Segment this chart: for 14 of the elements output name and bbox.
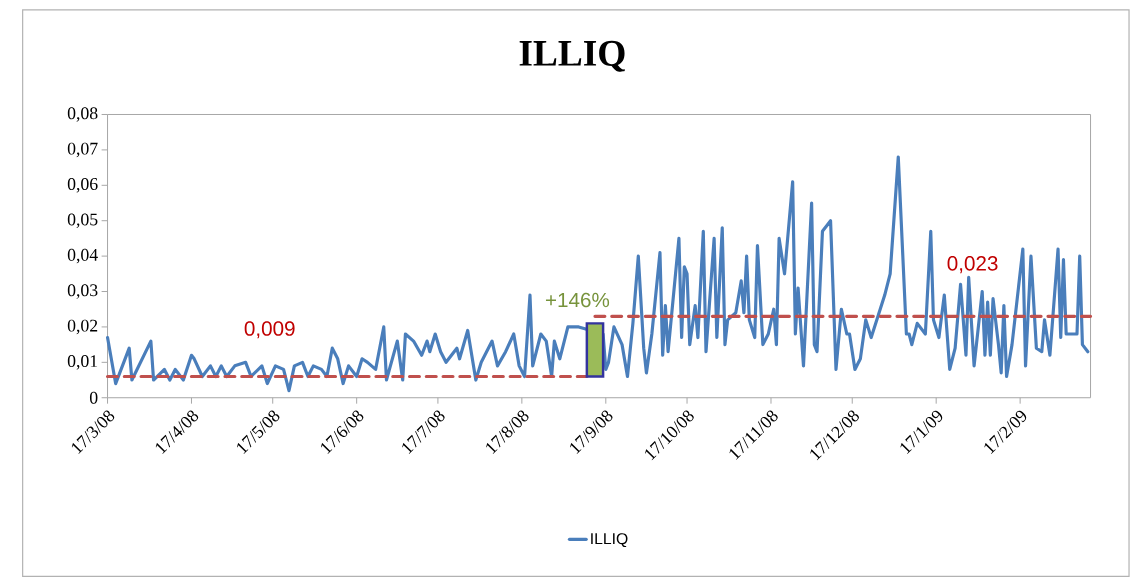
y-tick-label: 0,06 [67, 177, 98, 193]
annotation: +146% [545, 292, 610, 308]
y-tick-label: 0,08 [67, 107, 98, 122]
chart-title: ILLIQ [519, 40, 625, 72]
y-tick-label: 0,07 [67, 142, 98, 157]
legend-label: ILLIQ [591, 532, 628, 547]
y-tick-label: 0 [89, 391, 98, 404]
annotation: 0,023 [947, 255, 998, 273]
y-tick-label: 0,02 [67, 319, 98, 335]
y-tick-label: 0,05 [67, 213, 98, 228]
y-tick-label: 0,04 [67, 248, 98, 264]
annotation: 0,009 [244, 321, 295, 339]
y-tick-label: 0,03 [67, 284, 98, 299]
y-tick-label: 0,01 [67, 354, 98, 370]
